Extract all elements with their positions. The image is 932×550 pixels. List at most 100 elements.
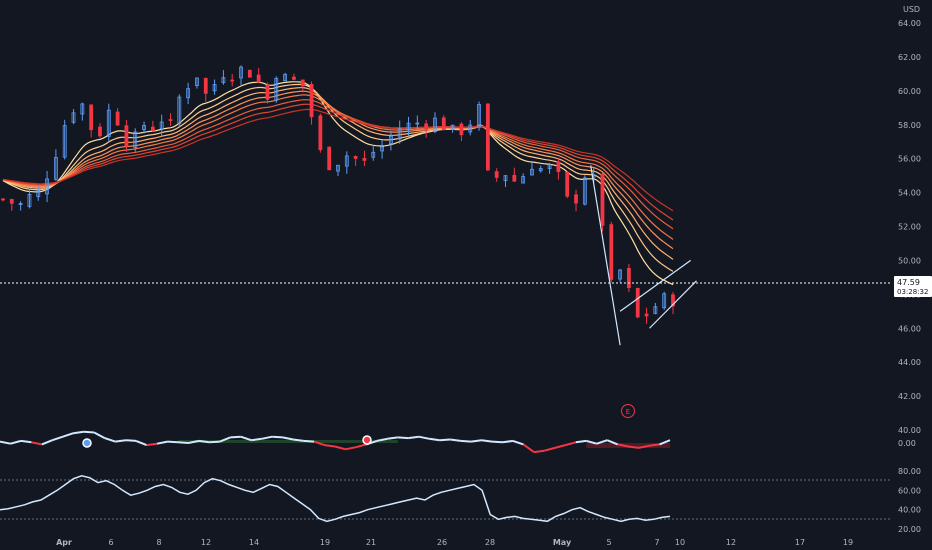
oscillator-line-segment [470,439,482,443]
time-tick-label: 8 [156,538,161,547]
candle-body [221,77,226,83]
candle-body [265,84,270,100]
trendline-drawings[interactable] [590,165,697,346]
candle-body [186,88,191,99]
candle-body [565,171,570,197]
time-tick-label: 14 [249,538,259,547]
currency-label: USD [903,5,920,14]
oscillator-line-segment [491,440,503,444]
candle-body [133,131,138,148]
candle-body [388,135,393,144]
trendline[interactable] [649,280,697,329]
time-tick-label: 5 [606,538,611,547]
oscillator-line-segment [73,430,84,435]
candle-body [98,126,102,137]
earnings-marker[interactable]: E [621,404,635,418]
oscillator-line-segment [533,449,545,454]
candle-body [644,313,649,317]
oscillator-line-segment [41,439,53,446]
oscillator-line-segment [648,443,660,447]
candle-body [662,293,667,309]
time-tick-label: 21 [366,538,376,547]
oscillator-line-segment [251,437,262,442]
price-tick-label: 46.00 [898,324,921,333]
oscillator-pane [0,430,671,454]
oscillator-line-segment [177,441,189,444]
time-tick-label: 26 [437,538,447,547]
candle-body [36,190,41,198]
candle-body [433,117,437,133]
candle-body [239,66,243,79]
oscillator-line-segment [135,439,147,447]
candle-body [353,156,358,159]
candle-body [142,124,146,131]
candle-body [574,194,578,204]
oscillator-line-segment [596,439,608,445]
oscillator-line-segment [62,432,74,438]
price-tick-label: 62.00 [898,53,921,62]
candle-body [336,164,340,172]
oscillator-line-segment [209,440,220,444]
oscillator-line-segment [554,444,566,449]
oscillator-line-segment [460,439,472,443]
price-tick-label: 60.00 [898,87,921,96]
oscillator-line-segment [272,435,283,439]
time-tick-label: 19 [843,538,853,547]
candle-body [344,155,349,167]
oscillator-line-segment [408,435,419,440]
candle-body [309,83,314,118]
oscillator-line-segment [156,440,168,445]
time-tick-label: 12 [201,538,211,547]
candle-body [230,79,235,82]
candle-body [292,76,296,80]
rsi-tick-label: 80.00 [898,467,921,476]
ribbon-ma-line [2,94,674,240]
candle-body [168,119,173,121]
trendline[interactable] [619,259,691,312]
bullish-signal-dot [82,438,92,448]
oscillator-line-segment [104,437,116,443]
candle-body [159,121,164,130]
oscillator-line-segment [324,444,336,448]
ribbon-ma-line [2,103,674,221]
candle-body [203,77,208,94]
oscillator-line-segment [230,435,241,439]
trendline[interactable] [590,165,621,346]
time-axis[interactable]: Apr 6 8 12 14 19 21 26 28 May 5 7 10 12 17 19 [56,538,853,547]
candle-body [406,122,411,130]
candle-body [89,104,94,131]
oscillator-line-segment [52,435,64,442]
ribbon-ma-line [2,81,674,286]
price-tick-label: 52.00 [898,223,921,232]
oscillator-tick-label: 0.00 [898,439,916,448]
oscillator-line-segment [240,435,252,442]
price-tick-label: 40.00 [898,426,921,435]
time-tick-label: 10 [675,538,685,547]
ribbon-ma-line [2,99,674,230]
earnings-marker-label: E [626,408,630,416]
oscillator-line-segment [387,436,398,440]
oscillator-line-segment [606,439,619,446]
candle-body [627,267,631,289]
price-tick-label: 56.00 [898,155,921,164]
candle-body [71,112,76,123]
oscillator-line-segment [544,446,556,452]
candle-body [80,103,85,115]
candle-body [582,177,587,205]
candle-body [503,175,508,182]
oscillator-line-segment [313,440,325,447]
price-tick-label: 44.00 [898,358,921,367]
oscillator-line-segment [575,439,587,444]
oscillator-line-segment [146,442,158,447]
candle-body [318,115,323,151]
price-tick-label: 64.00 [898,19,921,28]
candle-body [380,146,384,152]
candle-body [609,224,614,280]
oscillator-line-segment [31,441,43,446]
candle-body [521,176,526,184]
time-tick-label: Apr [56,538,72,547]
candle-body [538,168,543,172]
candle-body [115,111,120,126]
candle-body [274,77,279,101]
